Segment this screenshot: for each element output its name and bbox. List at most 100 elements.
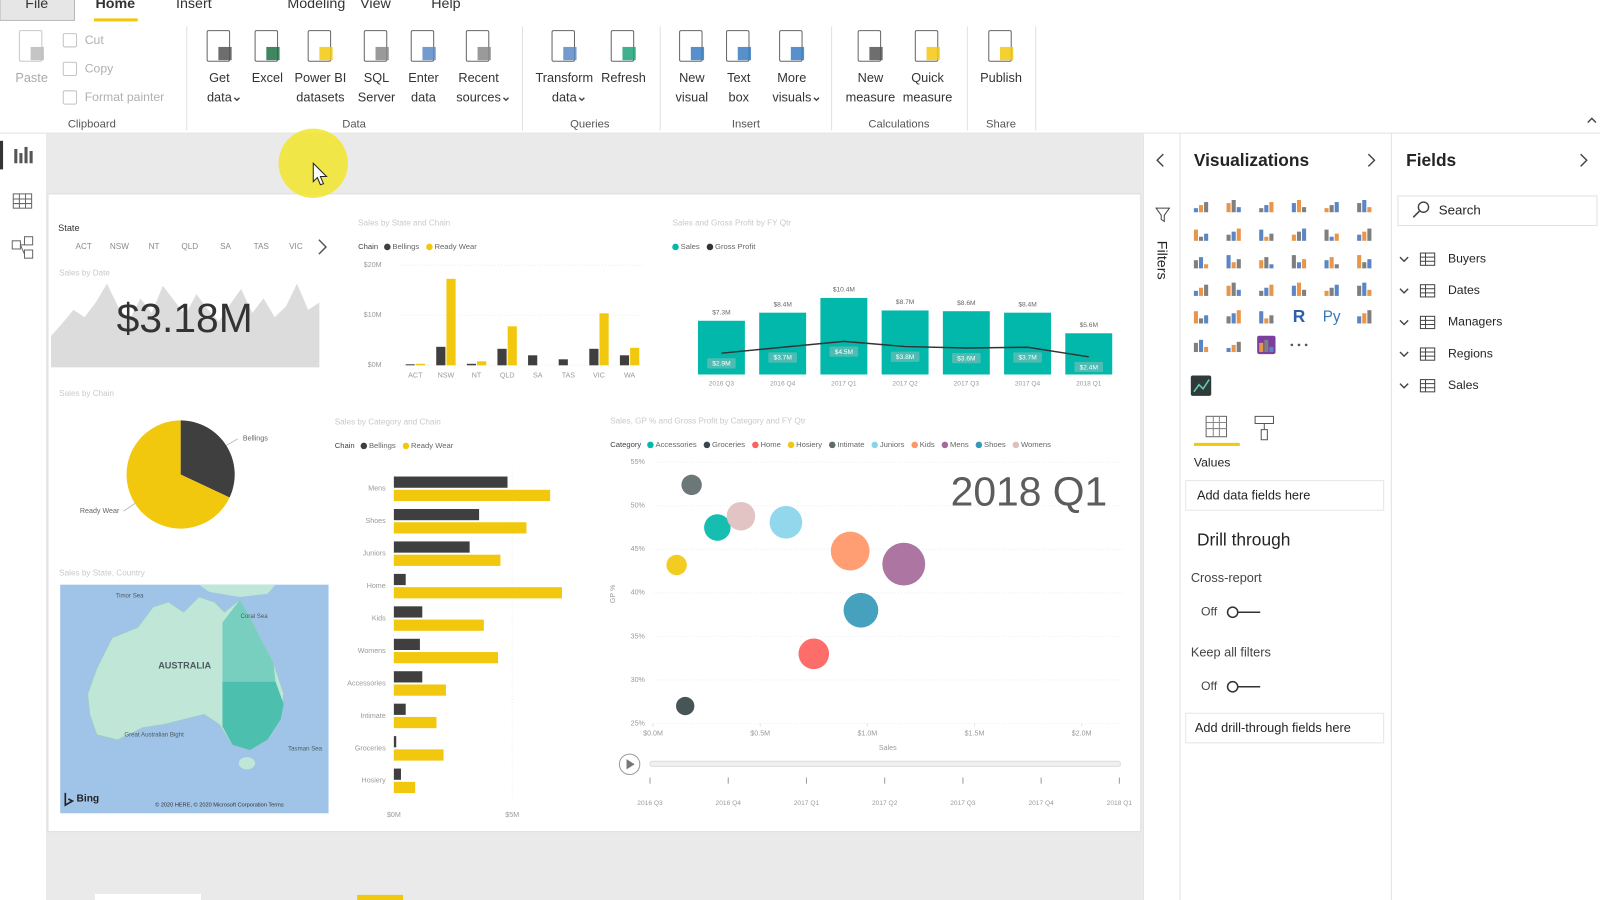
play-axis-track[interactable]: [649, 760, 1121, 767]
ribbon-button-label[interactable]: Refresh: [601, 70, 646, 85]
collapse-ribbon[interactable]: [1587, 117, 1597, 123]
more-visuals-dot[interactable]: [1304, 343, 1308, 347]
ribbon-button-label[interactable]: Recent: [458, 70, 499, 85]
visual-type-icon[interactable]: [1357, 200, 1372, 213]
nav-report-icon-bar[interactable]: [29, 151, 33, 164]
ribbon-button-label[interactable]: Format painter: [85, 90, 165, 104]
dropdown-arrow[interactable]: [813, 97, 820, 102]
nav-report-icon-bar[interactable]: [24, 146, 28, 164]
ribbon-button-label[interactable]: measure: [846, 89, 896, 104]
ribbon-button-label[interactable]: Text: [727, 70, 751, 85]
visual-type-icon[interactable]: [1226, 200, 1241, 213]
ribbon-button-label[interactable]: Publish: [980, 70, 1022, 85]
play-axis-label[interactable]: 2017 Q2: [872, 800, 898, 807]
expand-table[interactable]: [1399, 319, 1409, 326]
ribbon-tab[interactable]: View: [360, 0, 391, 12]
nav-data-icon[interactable]: [12, 193, 33, 209]
visual-type-icon[interactable]: R: [1293, 306, 1306, 326]
ribbon-button-label[interactable]: visuals: [772, 89, 811, 104]
play-axis-label[interactable]: 2016 Q3: [637, 800, 663, 807]
ribbon-button-label[interactable]: SQL: [364, 70, 390, 85]
visual-type-icon[interactable]: [1324, 202, 1339, 213]
ribbon-button-label[interactable]: Copy: [85, 62, 114, 76]
dropdown-arrow[interactable]: [502, 97, 510, 102]
play-axis-label[interactable]: 2016 Q4: [716, 800, 742, 807]
ribbon-tab[interactable]: File: [25, 0, 48, 12]
expand-table[interactable]: [1399, 288, 1409, 294]
visual-type-icon[interactable]: [1193, 339, 1209, 353]
visual-type-icon[interactable]: [1259, 257, 1274, 269]
ribbon-button-label[interactable]: data: [411, 89, 437, 104]
ribbon-button-label[interactable]: Quick: [911, 70, 944, 85]
visual-type-icon[interactable]: [1226, 228, 1241, 241]
ribbon-button-label[interactable]: Server: [358, 89, 396, 104]
nav-report-icon-bar[interactable]: [19, 153, 23, 164]
play-axis-label[interactable]: 2017 Q3: [950, 800, 976, 807]
visual-type-icon[interactable]: [1324, 229, 1339, 241]
visual-type-icon[interactable]: [1357, 255, 1372, 269]
ribbon-button-label[interactable]: data: [552, 89, 578, 104]
ribbon-button-label[interactable]: Paste: [15, 70, 48, 85]
slicer-item[interactable]: NSW: [110, 242, 129, 251]
visual-type-icon[interactable]: [1193, 311, 1209, 324]
visual-type-icon[interactable]: [1291, 282, 1307, 296]
more-visuals-dot[interactable]: [1297, 343, 1301, 347]
ribbon-button-label[interactable]: Get: [209, 70, 230, 85]
play-axis-label[interactable]: 2017 Q4: [1028, 800, 1054, 807]
toggle-knob[interactable]: [1226, 680, 1239, 693]
visual-type-icon[interactable]: [1357, 282, 1372, 296]
visual-type-icon[interactable]: [1291, 228, 1307, 241]
format-tab-icon[interactable]: [1254, 415, 1274, 441]
slicer-item[interactable]: VIC: [289, 242, 303, 251]
visual-type-icon[interactable]: [1257, 335, 1276, 355]
ribbon-button-label[interactable]: Power BI: [295, 70, 347, 85]
ribbon-button-label[interactable]: Enter: [408, 70, 439, 85]
page-tab[interactable]: [94, 893, 202, 900]
ribbon-button-label[interactable]: Transform: [535, 70, 593, 85]
visual-type-icon[interactable]: [1259, 311, 1274, 324]
ribbon-button-label[interactable]: box: [728, 89, 749, 104]
visual-type-icon[interactable]: [1226, 255, 1241, 269]
ribbon-button-label[interactable]: measure: [903, 89, 953, 104]
ribbon-tab[interactable]: Home: [95, 0, 135, 12]
slicer-item[interactable]: TAS: [254, 242, 270, 251]
ribbon-button-label[interactable]: New: [679, 70, 705, 85]
field-table[interactable]: Regions: [1448, 346, 1493, 360]
visual-type-icon[interactable]: [1226, 341, 1241, 353]
slicer-item[interactable]: QLD: [181, 242, 198, 251]
dropdown-arrow[interactable]: [578, 97, 585, 102]
slicer-item[interactable]: ACT: [76, 242, 92, 251]
filters-title[interactable]: Filters: [1153, 241, 1169, 280]
ribbon-tab[interactable]: Modeling: [287, 0, 345, 12]
ribbon-button-label[interactable]: New: [858, 70, 884, 85]
visual-type-icon[interactable]: [1226, 282, 1241, 296]
slicer-item[interactable]: NT: [149, 242, 160, 251]
field-well[interactable]: [1185, 480, 1385, 511]
field-table[interactable]: Dates: [1448, 283, 1480, 297]
nav-model-icon[interactable]: [23, 236, 34, 246]
visual-type-icon[interactable]: [1259, 202, 1274, 213]
nav-report-icon-bar[interactable]: [14, 148, 18, 164]
play-axis-label[interactable]: 2018 Q1: [1107, 800, 1133, 807]
visual-type-icon[interactable]: [1357, 228, 1372, 241]
field-table[interactable]: Sales: [1448, 378, 1479, 392]
visual-type-icon[interactable]: [1193, 202, 1209, 213]
fields-tab-icon[interactable]: [1205, 415, 1228, 438]
ribbon-button-label[interactable]: data: [207, 89, 233, 104]
ribbon-tab[interactable]: Insert: [176, 0, 212, 12]
ribbon-button-label[interactable]: datasets: [296, 89, 344, 104]
ribbon-tab[interactable]: Help: [431, 0, 460, 12]
visual-type-icon[interactable]: [1291, 255, 1307, 269]
collapse-pane[interactable]: [1580, 153, 1588, 167]
ribbon-button-label[interactable]: Cut: [85, 33, 105, 47]
visual-type-icon[interactable]: [1193, 229, 1209, 241]
visual-type-icon[interactable]: [1193, 284, 1209, 296]
search-box[interactable]: [1397, 195, 1598, 227]
visual-type-icon[interactable]: [1291, 200, 1307, 213]
slicer-scroll[interactable]: [318, 239, 328, 255]
more-visuals-dot[interactable]: [1290, 343, 1294, 347]
expand-table[interactable]: [1399, 351, 1409, 358]
field-well[interactable]: [1185, 712, 1385, 744]
ribbon-button-label[interactable]: visual: [676, 89, 709, 104]
ribbon-button-label[interactable]: sources: [456, 89, 501, 104]
